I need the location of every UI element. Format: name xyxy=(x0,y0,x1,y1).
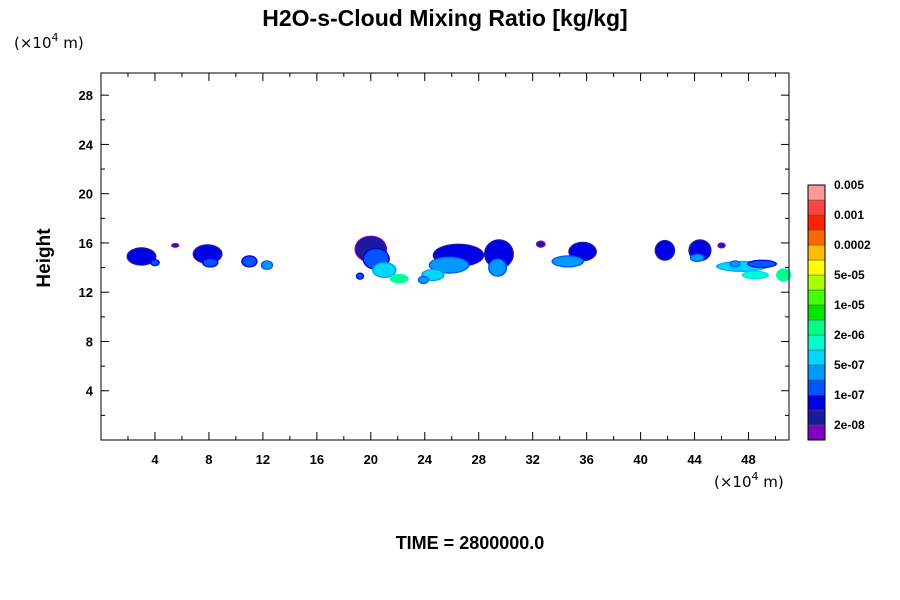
y-tick-label: 24 xyxy=(79,137,94,152)
cloud-patch xyxy=(419,276,428,283)
x-tick-label: 40 xyxy=(633,452,647,467)
x-unit-suffix: m) xyxy=(759,473,784,491)
y-tick-label: 20 xyxy=(79,187,93,202)
colorbar-swatch xyxy=(807,364,826,381)
cloud-patch xyxy=(718,243,725,248)
colorbar-label: 2e-06 xyxy=(834,328,865,342)
colorbar-swatch xyxy=(807,259,826,276)
time-label: TIME = 2800000.0 xyxy=(396,533,545,553)
cloud-patch xyxy=(430,257,468,273)
x-unit-prefix: (×10 xyxy=(714,473,752,491)
x-tick-label: 28 xyxy=(471,452,485,467)
y-axis-unit: (×104 m) xyxy=(14,31,84,52)
colorbar-swatch xyxy=(807,334,826,351)
colorbar-swatch xyxy=(807,349,826,366)
cloud-patch xyxy=(203,258,218,267)
colorbar-label: 1e-07 xyxy=(834,388,865,402)
cloud-patch xyxy=(151,260,159,266)
x-tick-label: 8 xyxy=(205,452,212,467)
colorbar: 2e-08 1e-07 5e-07 2e-06 1e-05 5e-05 0.0002 0.00… xyxy=(807,178,871,441)
colorbar-swatch xyxy=(807,244,826,261)
cloud-patch xyxy=(489,259,506,276)
colorbar-swatch xyxy=(807,274,826,291)
colorbar-swatch xyxy=(807,379,826,396)
colorbar-swatch xyxy=(807,214,826,231)
colorbar-frame xyxy=(807,184,826,441)
plot-frame xyxy=(100,72,790,441)
colorbar-label: 2e-08 xyxy=(834,418,865,432)
cloud-patch xyxy=(357,273,363,279)
x-tick-label: 24 xyxy=(418,452,433,467)
colorbar-swatch xyxy=(807,319,826,336)
colorbar-swatch xyxy=(807,304,826,321)
y-unit-suffix: m) xyxy=(59,34,84,52)
colorbar-swatch xyxy=(807,424,826,441)
x-tick-label: 48 xyxy=(741,452,755,467)
cloud-patch xyxy=(748,260,776,267)
colorbar-swatch xyxy=(807,229,826,246)
x-tick-label: 16 xyxy=(310,452,324,467)
cloud-patch xyxy=(537,241,545,247)
cloud-patch xyxy=(777,269,790,281)
colorbar-label: 0.005 xyxy=(834,178,864,192)
y-unit-prefix: (×10 xyxy=(14,34,52,52)
chart-title: H2O-s-Cloud Mixing Ratio [kg/kg] xyxy=(262,5,627,31)
cloud-field xyxy=(126,235,792,285)
y-tick-label: 28 xyxy=(79,88,93,103)
colorbar-label: 0.001 xyxy=(834,208,864,222)
cloud-patch xyxy=(127,248,155,265)
cloud-patch xyxy=(552,256,583,267)
colorbar-swatch xyxy=(807,409,826,426)
cloud-patch xyxy=(730,261,740,267)
y-tick-label: 8 xyxy=(86,334,93,349)
x-tick-label: 36 xyxy=(579,452,593,467)
x-axis-unit: (×104 m) xyxy=(714,470,784,491)
x-tick-label: 44 xyxy=(687,452,702,467)
colorbar-label: 5e-07 xyxy=(834,358,865,372)
cloud-patch xyxy=(743,271,768,279)
colorbar-swatch xyxy=(807,289,826,306)
cloud-patch xyxy=(373,263,396,277)
colorbar-swatch xyxy=(807,184,826,201)
cloud-patch xyxy=(569,242,596,261)
colorbar-label: 0.0002 xyxy=(834,238,871,252)
x-tick-label: 32 xyxy=(525,452,539,467)
y-unit-exponent: 4 xyxy=(52,31,59,44)
cloud-patch xyxy=(691,254,704,261)
x-tick-label: 4 xyxy=(151,452,159,467)
cloud-patch xyxy=(656,241,674,260)
x-tick-label: 20 xyxy=(364,452,378,467)
x-unit-exponent: 4 xyxy=(752,470,759,483)
cloud-patch xyxy=(242,256,257,267)
y-tick-label: 16 xyxy=(79,236,93,251)
cloud-patch xyxy=(391,274,408,283)
colorbar-label: 1e-05 xyxy=(834,298,865,312)
cloud-patch xyxy=(262,261,272,269)
cloud-patch xyxy=(194,245,222,263)
colorbar-swatch xyxy=(807,394,826,411)
cloud-patch xyxy=(172,244,178,247)
colorbar-label: 5e-05 xyxy=(834,268,865,282)
y-tick-label: 12 xyxy=(79,285,93,300)
x-tick-label: 12 xyxy=(256,452,270,467)
y-tick-label: 4 xyxy=(86,384,94,399)
y-axis-label: Height xyxy=(34,228,55,288)
colorbar-swatch xyxy=(807,199,826,216)
